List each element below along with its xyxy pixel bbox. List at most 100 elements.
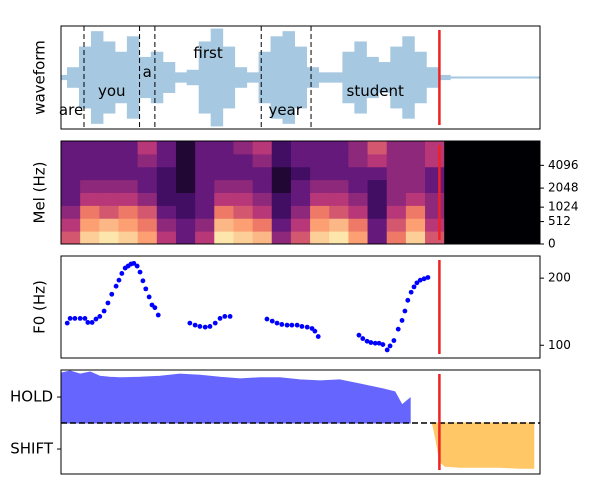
spectrogram-cell — [290, 153, 311, 168]
spectrogram-cell — [463, 205, 484, 219]
waveform-segment — [390, 46, 403, 109]
spectrogram-cell — [156, 166, 177, 181]
spectrogram-cell — [444, 218, 464, 232]
f0-point — [143, 286, 149, 292]
waveform-segment — [282, 31, 296, 124]
f0-point — [152, 305, 158, 311]
waveform-segment — [210, 28, 224, 127]
y-axis-label: F0 (Hz) — [31, 280, 49, 334]
spectrogram-cell — [386, 231, 407, 244]
f0-point — [264, 316, 270, 322]
f0-point — [222, 313, 228, 319]
waveform-segment — [114, 51, 128, 104]
spectrogram-cell — [425, 205, 445, 219]
spectrogram-cell — [252, 141, 273, 155]
spectrogram-cell — [195, 218, 215, 232]
spectrogram-cell — [233, 218, 254, 232]
spectrogram-cell — [175, 231, 196, 244]
spectrogram-cell — [61, 166, 81, 181]
y-axis-label: Mel (Hz) — [31, 162, 49, 224]
waveform-segment — [366, 56, 379, 99]
spectrogram-cell — [61, 231, 81, 244]
axes-frame — [60, 255, 541, 359]
f0-point — [284, 322, 290, 328]
waveform-segment — [270, 36, 284, 119]
f0-point — [67, 316, 73, 321]
waveform-segment — [294, 46, 307, 109]
spectrogram-cell — [214, 205, 234, 219]
spectrogram-cell — [310, 218, 330, 232]
waveform-segment — [222, 46, 236, 109]
f0-point — [269, 318, 275, 324]
y-tick-label: HOLD — [10, 388, 53, 406]
waveform-segment — [426, 67, 439, 88]
f0-point — [387, 343, 393, 349]
spectrogram-cell — [386, 205, 407, 219]
spectrogram-cell — [80, 218, 100, 232]
waveform-segment — [138, 56, 152, 99]
spectrogram-cell — [175, 166, 196, 181]
spectrogram-cell — [80, 205, 100, 219]
spectrogram-cell — [463, 166, 484, 181]
spectrogram-cell — [367, 153, 388, 168]
spectrogram-cell — [99, 166, 119, 181]
waveform-segment — [450, 76, 463, 79]
waveform-segment — [354, 41, 367, 114]
f0-point — [77, 316, 83, 321]
f0-point — [312, 328, 318, 334]
spectrogram-cell — [195, 153, 215, 168]
spectrogram-cell — [252, 166, 273, 181]
spectrogram-cell — [175, 192, 196, 206]
spectrogram-cell — [310, 179, 330, 193]
spectrogram-cell — [156, 141, 177, 155]
spectrogram-cell — [61, 141, 81, 155]
axes-frame — [60, 25, 541, 130]
panel — [61, 26, 540, 129]
spectrogram-cell — [482, 192, 503, 206]
spectrogram-cell — [252, 218, 273, 232]
spectrogram-cell — [137, 153, 158, 168]
spectrogram-cell — [290, 166, 311, 181]
spectrogram-cell — [501, 153, 522, 168]
spectrogram-cell — [425, 231, 445, 244]
spectrogram-cell — [386, 166, 407, 181]
spectrogram-cell — [61, 218, 81, 232]
waveform-segment — [414, 51, 427, 104]
waveform-segment — [462, 76, 475, 79]
spectrogram-cell — [329, 153, 349, 168]
spectrogram-cell — [348, 218, 369, 232]
spectrogram-cell — [290, 218, 311, 232]
spectrogram-cell — [520, 218, 540, 232]
spectrogram-cell — [271, 179, 292, 193]
f0-point — [414, 280, 420, 286]
spectrogram-cell — [405, 179, 426, 193]
spectrogram-cell — [195, 192, 215, 206]
f0-point — [376, 340, 382, 346]
spectrogram-cell — [214, 179, 234, 193]
spectrogram-cell — [118, 231, 139, 244]
spectrogram-cell — [271, 153, 292, 168]
spectrogram-cell — [310, 153, 330, 168]
f0-point — [101, 308, 107, 314]
spectrogram-cell — [271, 192, 292, 206]
f0-point — [227, 313, 233, 319]
f0-point — [411, 284, 417, 290]
spectrogram-cell — [405, 166, 426, 181]
spectrogram-cell — [271, 141, 292, 155]
spectrogram-cell — [252, 153, 273, 168]
spectrogram-cell — [290, 179, 311, 193]
spectrogram-cell — [348, 166, 369, 181]
spectrogram-cell — [290, 231, 311, 244]
word-label: first — [193, 44, 222, 62]
spectrogram-cell — [156, 205, 177, 219]
y-tick-label: SHIFT — [10, 440, 54, 458]
spectrogram-cell — [195, 205, 215, 219]
waveform-segment — [402, 36, 415, 119]
spectrogram-cell — [214, 218, 234, 232]
spectrogram-cell — [405, 192, 426, 206]
f0-point — [217, 316, 223, 321]
waveform-segment — [258, 51, 272, 104]
spectrogram-cell — [348, 231, 369, 244]
spectrogram-cell — [425, 192, 445, 206]
spectrogram-cell — [348, 153, 369, 168]
